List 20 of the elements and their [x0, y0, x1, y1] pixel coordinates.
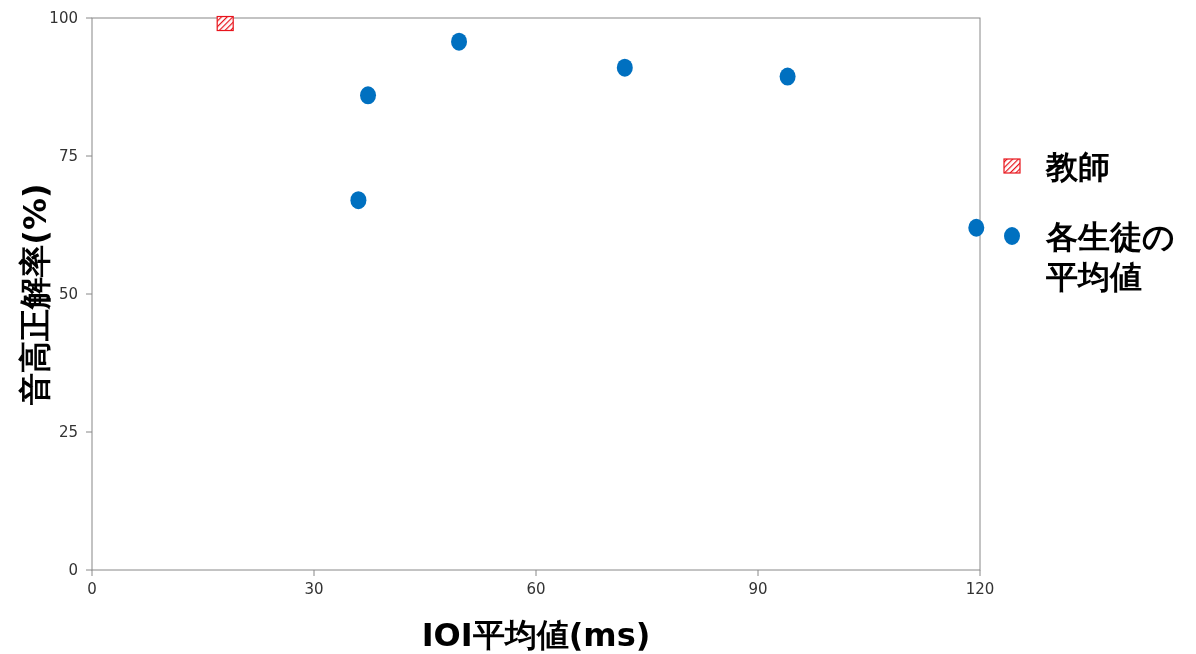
- point: [360, 86, 377, 105]
- x-tick-label: 30: [304, 580, 324, 598]
- legend-label: 各生徒の平均値: [1045, 218, 1175, 296]
- point: [451, 32, 468, 51]
- y-tick-label: 75: [58, 147, 78, 165]
- y-tick-label: 25: [58, 423, 78, 441]
- y-tick-label: 50: [58, 285, 78, 303]
- x-axis-title: IOI平均値(ms): [421, 616, 651, 654]
- point: [350, 191, 367, 210]
- y-axis-title: 音高正解率(%): [16, 183, 54, 405]
- point: [968, 218, 985, 237]
- y-tick-label: 0: [68, 561, 78, 579]
- x-tick-label: 90: [748, 580, 768, 598]
- text: 教師: [1045, 148, 1110, 186]
- point: [779, 67, 796, 86]
- point: [616, 58, 633, 77]
- x-tick-label: 120: [965, 580, 995, 598]
- x-tick-label: 0: [87, 580, 97, 598]
- y-tick-label: 100: [49, 9, 78, 27]
- x-tick-label: 60: [526, 580, 546, 598]
